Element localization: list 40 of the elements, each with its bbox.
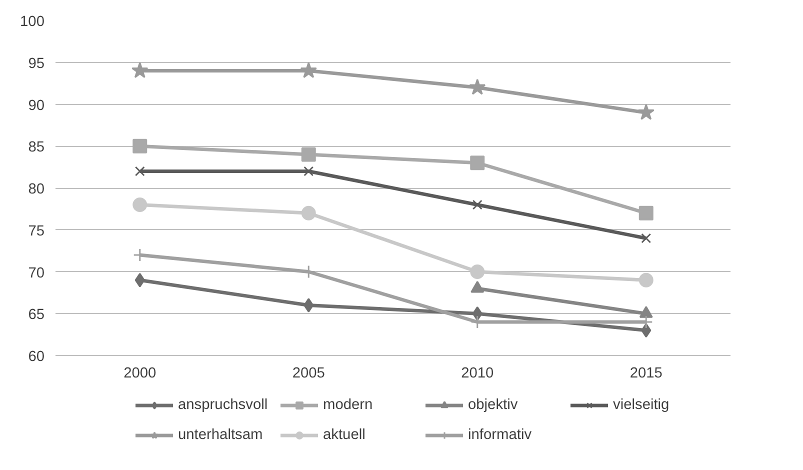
point [641,233,652,244]
y-tick-label: 65 [28,307,45,324]
legend-label: vielseitig [613,397,670,413]
point [134,166,145,176]
point [300,62,317,78]
legend-label: anspruchsvoll [178,397,269,413]
y-tick-label: 85 [28,140,45,156]
point [638,104,654,120]
point [304,298,314,312]
point [132,62,148,78]
legend-label: modern [323,397,374,413]
y-tick-label: 80 [28,182,45,198]
point [301,206,316,220]
y-tick-label: 75 [28,223,45,240]
x-tick-label: 2005 [292,366,325,382]
point [134,272,145,288]
legend-label: unterhaltsam [178,427,264,443]
point [641,323,652,338]
point [472,200,482,210]
y-tick-label: 70 [28,265,45,282]
legend-label: informativ [468,427,533,443]
x-tick-label: 2015 [630,366,662,382]
point [301,147,316,162]
y-tick-label: 60 [28,349,45,365]
y-tick-label: 95 [28,56,45,72]
y-tick-label: 100 [20,14,45,30]
legend-label: objektiv [468,397,519,413]
x-tick-label: 2000 [124,366,156,382]
y-tick-label: 90 [28,98,45,114]
point [469,78,486,95]
point [304,166,314,176]
x-tick-label: 2010 [461,366,494,382]
point [470,264,485,279]
point [132,198,148,212]
point [470,156,485,170]
point [472,306,482,321]
point [132,138,148,154]
legend-label: aktuell [323,427,366,443]
point [638,206,654,220]
point [638,272,654,288]
